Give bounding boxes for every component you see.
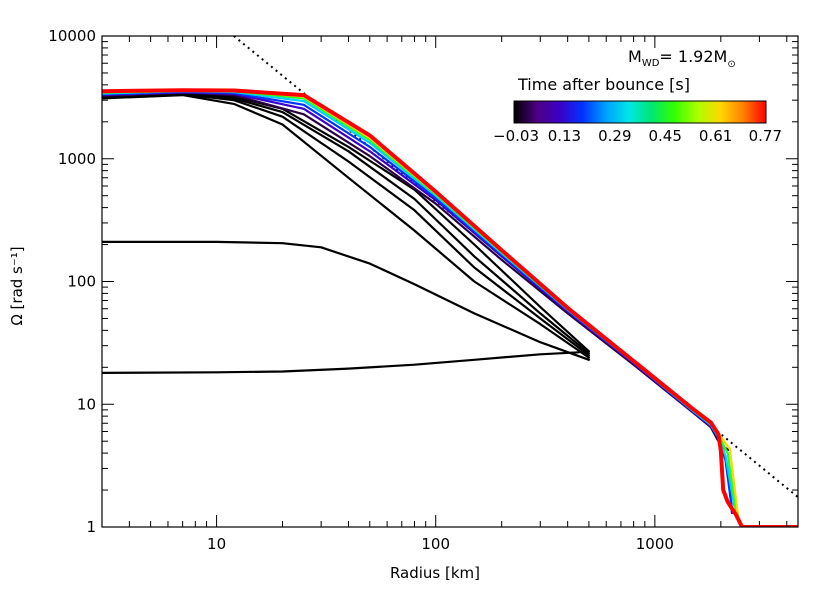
series-line-3: [102, 94, 590, 359]
y-tick-label: 100: [67, 273, 96, 291]
y-tick-label: 10: [77, 395, 96, 413]
x-tick-label: 1000: [636, 535, 674, 553]
series-line-4: [102, 93, 590, 357]
axes-layer: 10 100 1000 1 10 100 1000 10000: [48, 27, 799, 553]
series-line-1: [102, 351, 580, 374]
y-axis-title: Ω [rad s⁻¹]: [8, 246, 26, 325]
x-tick-label: 100: [421, 535, 450, 553]
mass-annotation: MWD= 1.92M⊙: [628, 47, 736, 70]
series-line-9: [102, 90, 734, 511]
mass-value: = 1.92M: [659, 47, 727, 66]
mass-prefix: M: [628, 47, 642, 66]
series-line-8: [102, 91, 734, 515]
series-line-2: [102, 240, 590, 361]
mass-prefix-subscript: WD: [642, 58, 660, 69]
x-axis-title: Radius [km]: [390, 564, 480, 582]
colorbar-tick-label: 0.29: [598, 127, 631, 145]
colorbar-tick-label: 0.13: [548, 127, 581, 145]
series-line-11: [102, 89, 738, 515]
series-line-10: [102, 90, 736, 507]
colorbar: [513, 100, 767, 124]
series-line-12: [102, 89, 740, 519]
plot-layer: [102, 36, 798, 527]
colorbar-tick-label: −0.03: [493, 127, 539, 145]
colorbar-tick-label: 0.45: [648, 127, 681, 145]
y-tick-label: 1: [86, 518, 96, 536]
series-line-13: [102, 88, 798, 527]
series-line-7: [102, 91, 731, 452]
mass-value-subscript: ⊙: [727, 59, 735, 70]
x-tick-label: 10: [207, 535, 226, 553]
y-tick-label: 1000: [58, 150, 96, 168]
colorbar-tick-label: 0.61: [699, 127, 732, 145]
y-tick-label: 10000: [48, 27, 96, 45]
colorbar-title: Time after bounce [s]: [517, 75, 690, 94]
colorbar-tick-label: 0.77: [749, 127, 782, 145]
colorbar-tick-labels: −0.03 0.13 0.29 0.45 0.61 0.77: [493, 127, 782, 145]
